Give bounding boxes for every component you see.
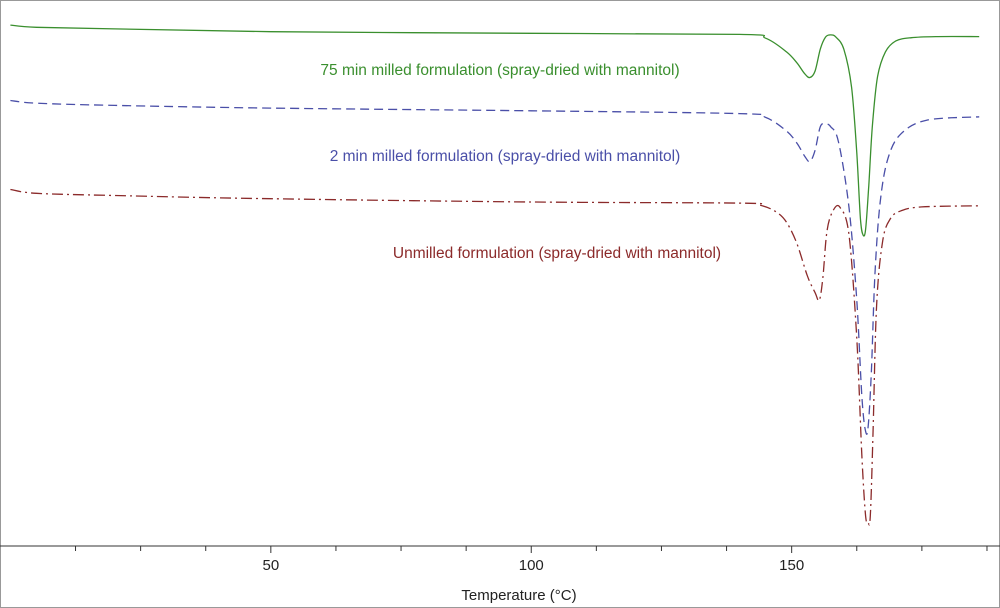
series-75-min-milled (10, 24, 980, 237)
label-unmilled: Unmilled formulation (spray-dried with m… (393, 245, 721, 262)
label-2-min-milled: 2 min milled formulation (spray-dried wi… (330, 148, 681, 165)
x-axis-title: Temperature (°C) (461, 587, 576, 604)
x-tick-label: 150 (779, 557, 804, 574)
label-75-min-milled: 75 min milled formulation (spray-dried w… (320, 62, 679, 79)
series-labels: 75 min milled formulation (spray-dried w… (320, 62, 721, 262)
series-unmilled (10, 188, 980, 526)
x-tick-label: 50 (262, 557, 279, 574)
x-axis-ticks: 50 100 150 (75, 546, 988, 574)
series-layer (10, 24, 980, 526)
series-2-min-milled (10, 99, 980, 435)
x-tick-label: 100 (519, 557, 544, 574)
